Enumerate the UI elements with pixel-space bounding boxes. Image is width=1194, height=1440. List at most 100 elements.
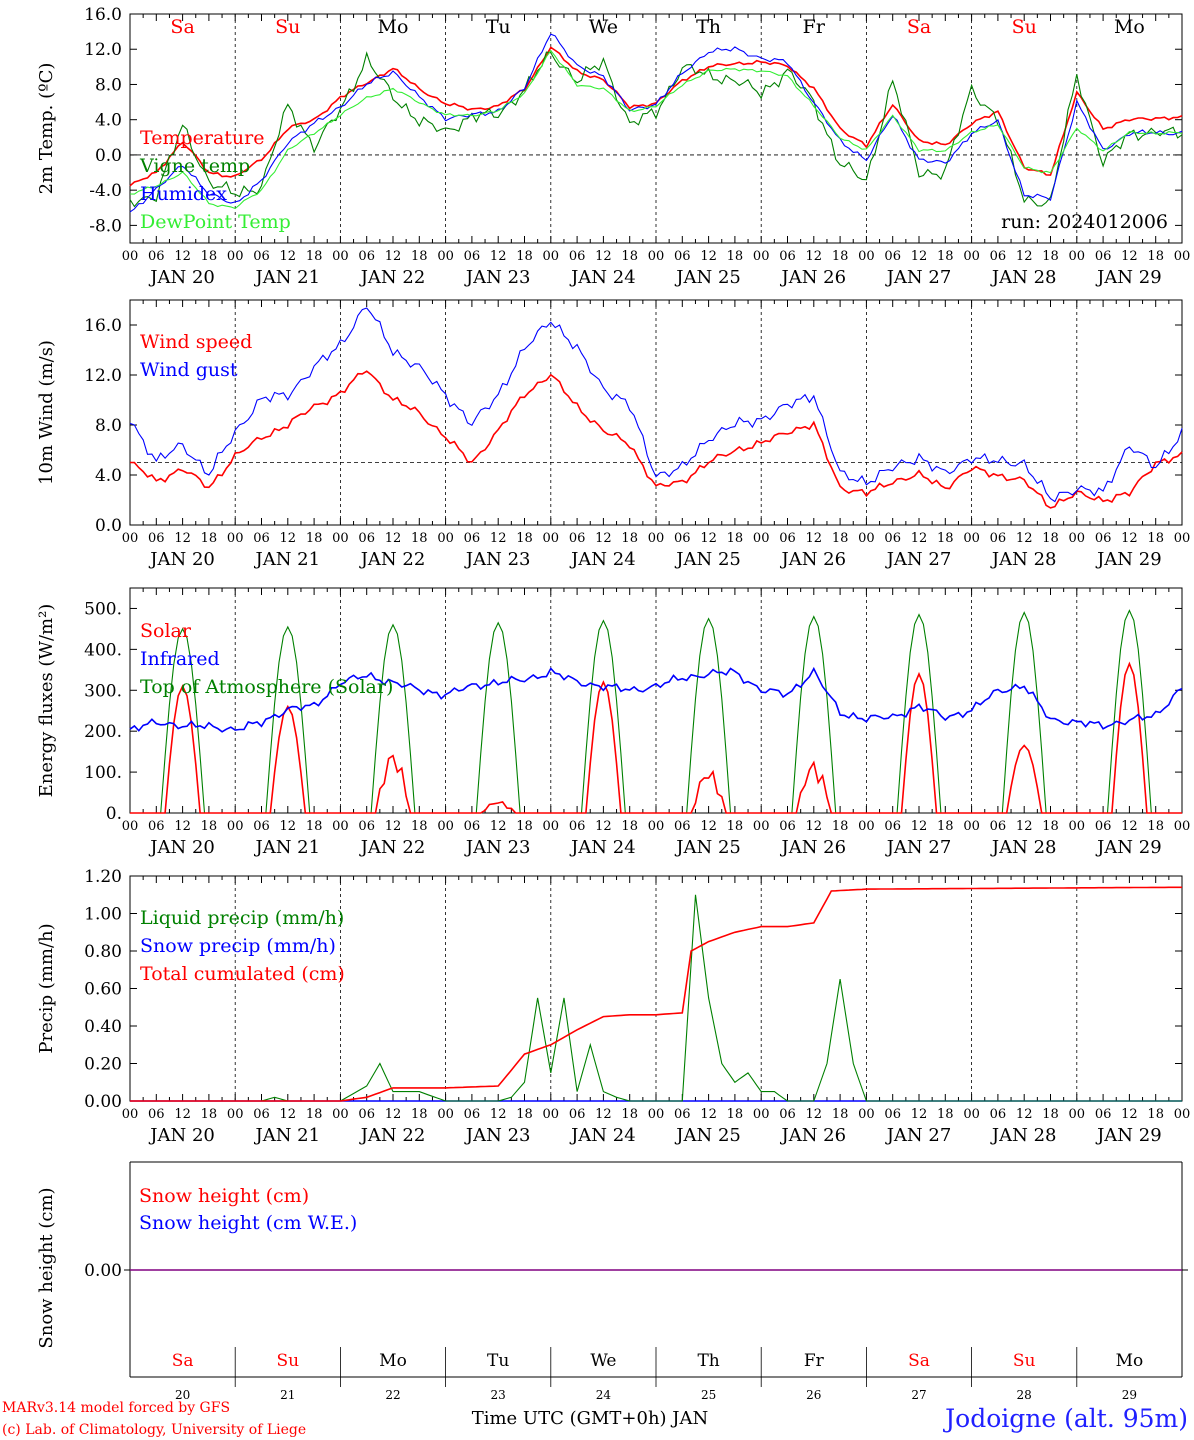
x-tick-label: 06: [464, 531, 481, 546]
x-tick-label: 00: [437, 1107, 454, 1122]
legend-entry: Liquid precip (mm/h): [140, 907, 344, 929]
x-tick-label: 06: [779, 1107, 796, 1122]
y-tick-label: 4.0: [95, 466, 122, 486]
y-tick-label: 8.0: [95, 75, 122, 95]
x-tick-label: 18: [306, 1107, 323, 1122]
x-tick-label: 06: [884, 249, 901, 264]
x-tick-label: 00: [1069, 249, 1086, 264]
x-tick-label: 12: [700, 819, 717, 834]
x-tick-label: 12: [1016, 249, 1033, 264]
x-tick-label: 00: [648, 531, 665, 546]
x-date-label: JAN 28: [990, 267, 1057, 288]
x-date-label: JAN 26: [780, 267, 847, 288]
x-tick-label: 00: [858, 531, 875, 546]
x-tick-label: 18: [201, 249, 218, 264]
x-tick-label: 00: [858, 249, 875, 264]
day-label: Sa: [908, 1351, 930, 1371]
x-tick-label: 00: [227, 819, 244, 834]
x-tick-label: 06: [990, 1107, 1007, 1122]
x-tick-label: 06: [569, 531, 586, 546]
x-tick-label: 12: [280, 819, 297, 834]
x-tick-label: 18: [832, 1107, 849, 1122]
y-tick-label: 0.0: [95, 146, 122, 166]
x-tick-label: 00: [963, 819, 980, 834]
legend-entry: Top of Atmosphere (Solar): [140, 676, 393, 698]
x-tick-label: 06: [464, 1107, 481, 1122]
x-tick-label: 00: [753, 531, 770, 546]
x-tick-label: 06: [358, 1107, 375, 1122]
x-tick-label: 18: [516, 531, 533, 546]
x-tick-label: 18: [516, 249, 533, 264]
x-tick-label: 00: [648, 249, 665, 264]
date-number-label: 22: [385, 1388, 400, 1402]
run-annotation: run: 2024012006: [1001, 211, 1168, 233]
x-tick-label: 18: [937, 531, 954, 546]
x-tick-label: 06: [569, 1107, 586, 1122]
legend-entry: Solar: [140, 620, 192, 642]
x-tick-label: 06: [569, 819, 586, 834]
x-tick-label: 12: [806, 1107, 823, 1122]
x-tick-label: 00: [1174, 819, 1191, 834]
x-tick-label: 12: [385, 1107, 402, 1122]
day-label: We: [589, 16, 618, 38]
day-label: Su: [1013, 1351, 1036, 1371]
x-date-label: JAN 28: [990, 1125, 1057, 1146]
x-tick-label: 06: [253, 1107, 270, 1122]
y-tick-label: 300.: [84, 681, 122, 701]
legend-entry: DewPoint Temp: [140, 211, 291, 233]
day-label: Su: [1012, 16, 1037, 38]
x-date-label: JAN 29: [1095, 267, 1162, 288]
x-axis-title: Time UTC (GMT+0h) JAN: [472, 1408, 709, 1429]
x-tick-label: 18: [937, 1107, 954, 1122]
x-tick-label: 18: [1147, 249, 1164, 264]
x-tick-label: 06: [1095, 531, 1112, 546]
lab-credit: (c) Lab. of Climatology, University of L…: [2, 1422, 306, 1438]
x-tick-label: 12: [1016, 1107, 1033, 1122]
x-tick-label: 18: [1042, 249, 1059, 264]
x-tick-label: 18: [621, 819, 638, 834]
x-tick-label: 12: [174, 819, 191, 834]
series-line-2: [129, 51, 1183, 208]
x-tick-label: 18: [201, 1107, 218, 1122]
day-label: Sa: [172, 1351, 194, 1371]
x-tick-label: 00: [122, 819, 139, 834]
solar-line: [130, 661, 1182, 814]
date-number-label: 29: [1122, 1388, 1137, 1402]
x-tick-label: 18: [306, 531, 323, 546]
date-number-label: 26: [806, 1388, 821, 1402]
y-tick-label: -4.0: [89, 181, 122, 201]
date-number-label: 27: [911, 1388, 926, 1402]
y-axis-label: 10m Wind (m/s): [36, 340, 57, 485]
x-date-label: JAN 26: [780, 549, 847, 570]
x-tick-label: 12: [1016, 819, 1033, 834]
x-tick-label: 12: [490, 249, 507, 264]
x-date-label: JAN 29: [1095, 1125, 1162, 1146]
x-date-label: JAN 23: [464, 837, 531, 858]
x-tick-label: 12: [490, 819, 507, 834]
x-tick-label: 18: [306, 249, 323, 264]
x-tick-label: 00: [227, 531, 244, 546]
x-tick-label: 12: [806, 531, 823, 546]
y-axis-label: Precip (mm/h): [36, 923, 57, 1053]
x-tick-label: 00: [122, 249, 139, 264]
x-tick-label: 00: [543, 531, 560, 546]
x-tick-label: 12: [700, 1107, 717, 1122]
y-tick-label: 0.: [106, 804, 122, 824]
x-tick-label: 00: [543, 819, 560, 834]
x-tick-label: 00: [543, 1107, 560, 1122]
x-tick-label: 18: [937, 819, 954, 834]
x-tick-label: 18: [1147, 1107, 1164, 1122]
x-date-label: JAN 20: [148, 1125, 215, 1146]
x-tick-label: 12: [1121, 531, 1138, 546]
x-tick-label: 18: [516, 819, 533, 834]
x-date-label: JAN 25: [674, 837, 741, 858]
y-tick-label: 8.0: [95, 416, 122, 436]
x-tick-label: 00: [543, 249, 560, 264]
date-number-label: 20: [175, 1388, 190, 1402]
x-tick-label: 00: [858, 819, 875, 834]
x-date-label: JAN 28: [990, 549, 1057, 570]
x-date-label: JAN 27: [885, 267, 952, 288]
x-date-label: JAN 23: [464, 267, 531, 288]
x-tick-label: 12: [280, 249, 297, 264]
x-tick-label: 00: [1174, 1107, 1191, 1122]
